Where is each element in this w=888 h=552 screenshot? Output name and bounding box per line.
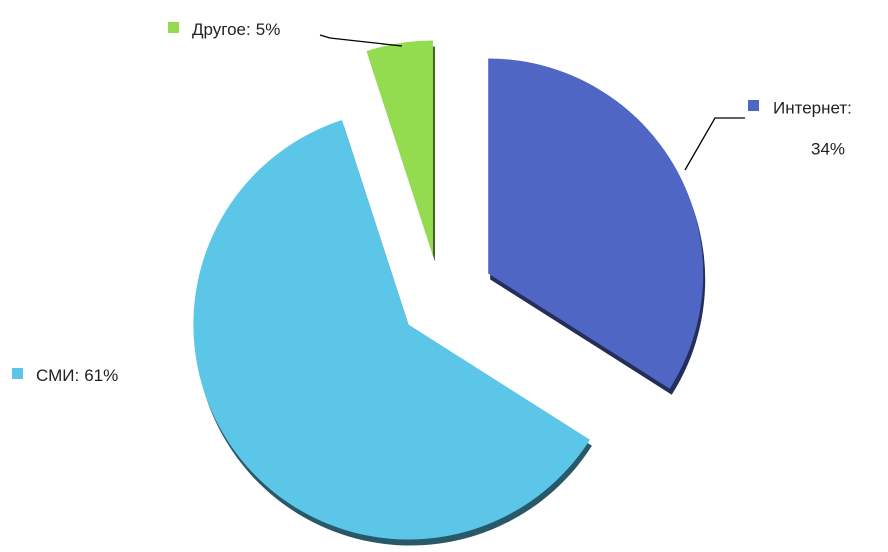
category-label: СМИ: [36, 366, 79, 385]
slices [193, 40, 704, 540]
category-label: Интернет: [773, 98, 852, 117]
slice-label: СМИ: 61% [36, 366, 118, 385]
slice [366, 40, 433, 256]
legend-key [168, 22, 179, 33]
legend-key [748, 100, 759, 111]
value-label: 34% [811, 139, 845, 158]
value-label: 61% [84, 366, 118, 385]
leader-line [684, 117, 745, 171]
value-label: 5% [256, 20, 281, 39]
slice [193, 120, 590, 540]
slice [488, 58, 704, 389]
slice-label: Другое: 5% [192, 20, 280, 39]
legend-key [12, 368, 23, 379]
labels: Интернет: 34% СМИ: 61% Другое: 5% [12, 20, 852, 385]
category-label: Другое: [192, 20, 251, 39]
leader-line [319, 34, 403, 47]
